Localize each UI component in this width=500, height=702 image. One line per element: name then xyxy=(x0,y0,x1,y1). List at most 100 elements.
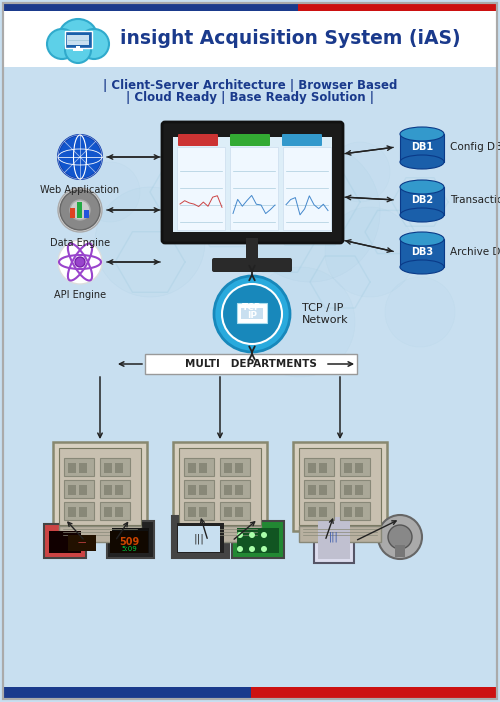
Bar xyxy=(298,3,497,11)
Bar xyxy=(68,535,96,551)
Bar xyxy=(73,49,83,51)
Text: —: — xyxy=(78,538,86,548)
Bar xyxy=(283,147,331,230)
Bar xyxy=(318,517,350,559)
Bar xyxy=(344,507,352,517)
Bar xyxy=(224,507,232,517)
Text: Data Engine: Data Engine xyxy=(50,238,110,248)
FancyBboxPatch shape xyxy=(220,458,250,476)
Circle shape xyxy=(79,29,109,59)
Circle shape xyxy=(245,267,355,377)
Text: |||: ||| xyxy=(329,531,339,542)
FancyBboxPatch shape xyxy=(212,258,292,272)
Text: 5:09: 5:09 xyxy=(121,546,137,552)
FancyBboxPatch shape xyxy=(107,521,154,558)
Bar xyxy=(308,507,316,517)
Bar xyxy=(319,485,327,495)
Bar xyxy=(355,507,363,517)
FancyBboxPatch shape xyxy=(59,448,141,525)
Bar xyxy=(235,485,243,495)
FancyBboxPatch shape xyxy=(145,354,357,374)
FancyBboxPatch shape xyxy=(100,480,130,498)
Bar xyxy=(230,147,278,230)
FancyBboxPatch shape xyxy=(340,480,370,498)
Circle shape xyxy=(60,190,100,230)
FancyBboxPatch shape xyxy=(304,458,334,476)
Bar xyxy=(241,308,263,319)
Bar xyxy=(237,528,279,553)
FancyBboxPatch shape xyxy=(230,134,270,146)
Bar xyxy=(115,507,123,517)
FancyBboxPatch shape xyxy=(172,516,229,558)
Bar xyxy=(395,545,405,557)
Text: DB2: DB2 xyxy=(411,195,433,205)
Bar xyxy=(251,687,497,699)
Circle shape xyxy=(261,546,267,552)
Bar xyxy=(115,463,123,473)
Circle shape xyxy=(75,257,85,267)
Bar xyxy=(112,528,149,553)
Bar xyxy=(246,238,258,262)
Circle shape xyxy=(240,142,380,282)
Text: TCP / IP
Network: TCP / IP Network xyxy=(302,303,348,325)
Circle shape xyxy=(58,135,102,179)
Bar xyxy=(104,507,112,517)
FancyBboxPatch shape xyxy=(299,526,381,542)
Text: Transaction DB: Transaction DB xyxy=(450,195,500,205)
FancyBboxPatch shape xyxy=(64,458,94,476)
FancyBboxPatch shape xyxy=(304,502,334,520)
Bar xyxy=(235,507,243,517)
Bar xyxy=(199,485,207,495)
FancyBboxPatch shape xyxy=(64,502,94,520)
Circle shape xyxy=(222,284,282,344)
Bar xyxy=(199,507,207,517)
Bar xyxy=(67,35,89,45)
Bar xyxy=(224,463,232,473)
Text: Config DB: Config DB xyxy=(450,142,500,152)
Bar xyxy=(400,239,444,267)
Bar xyxy=(68,507,76,517)
FancyBboxPatch shape xyxy=(282,134,322,146)
Bar xyxy=(3,11,497,67)
Bar xyxy=(400,187,444,215)
Ellipse shape xyxy=(400,155,444,169)
Circle shape xyxy=(330,142,390,202)
Text: DB1: DB1 xyxy=(411,142,433,152)
FancyBboxPatch shape xyxy=(173,442,267,531)
Circle shape xyxy=(325,207,415,297)
FancyBboxPatch shape xyxy=(44,524,86,558)
Circle shape xyxy=(160,142,240,222)
Bar xyxy=(79,507,87,517)
Bar xyxy=(177,523,224,553)
Circle shape xyxy=(249,546,255,552)
Bar xyxy=(104,463,112,473)
Text: insight Acquisition System (iAS): insight Acquisition System (iAS) xyxy=(120,29,460,48)
Text: Archive DB: Archive DB xyxy=(450,247,500,257)
Text: TCP: TCP xyxy=(242,303,262,312)
Text: |||: ||| xyxy=(194,534,204,544)
Circle shape xyxy=(58,188,102,232)
Circle shape xyxy=(80,162,140,222)
Bar xyxy=(224,485,232,495)
Bar xyxy=(400,134,444,162)
Circle shape xyxy=(58,240,102,284)
FancyBboxPatch shape xyxy=(100,458,130,476)
Bar xyxy=(178,526,220,552)
Bar xyxy=(68,463,76,473)
Ellipse shape xyxy=(400,260,444,274)
FancyBboxPatch shape xyxy=(178,134,218,146)
Bar xyxy=(344,463,352,473)
FancyBboxPatch shape xyxy=(64,480,94,498)
FancyBboxPatch shape xyxy=(100,502,130,520)
Circle shape xyxy=(237,532,243,538)
Bar xyxy=(79,463,87,473)
Ellipse shape xyxy=(400,208,444,222)
Bar xyxy=(235,463,243,473)
Bar xyxy=(70,208,75,218)
Circle shape xyxy=(214,276,290,352)
Circle shape xyxy=(47,29,77,59)
FancyBboxPatch shape xyxy=(299,448,381,525)
Ellipse shape xyxy=(400,180,444,194)
Ellipse shape xyxy=(400,127,444,141)
Circle shape xyxy=(58,19,98,59)
